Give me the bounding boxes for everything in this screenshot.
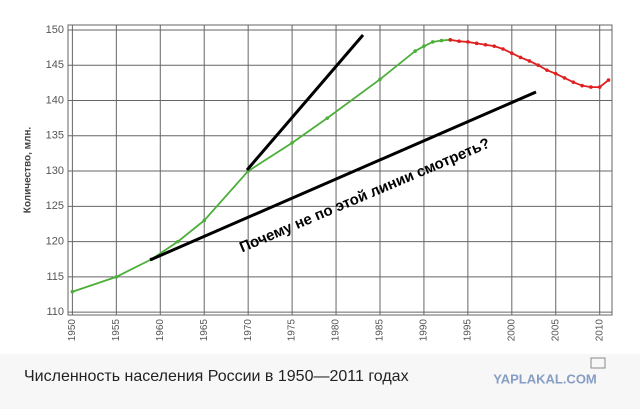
point [501,47,505,51]
x-tick-label: 2000 [506,319,517,342]
x-tick-label: 1975 [287,319,298,342]
y-tick-label: 110 [46,306,64,318]
point [580,83,584,88]
point [597,85,602,89]
x-tick-label: 1995 [463,319,474,342]
point [510,51,514,56]
plot-area [67,24,613,316]
point [553,71,558,76]
point [589,85,593,89]
y-tick-label: 115 [46,271,64,283]
point [378,77,382,82]
enlarge-icon[interactable] [590,357,606,369]
point [422,44,426,48]
point [571,80,576,84]
y-tick-label: 120 [46,236,64,248]
x-tick-label: 1985 [375,319,386,342]
caption-box [0,354,640,409]
point [536,63,540,68]
x-tick-label: 1960 [155,319,166,342]
point [466,40,470,44]
x-tick-label: 1990 [419,319,430,342]
point [527,59,532,63]
point [114,275,119,279]
x-tick-label: 1955 [111,319,122,342]
x-tick-label: 1965 [199,319,210,342]
point [606,78,611,82]
point [439,38,444,43]
annotation-line [245,34,365,171]
y-axis-label: Количество, млн. [23,127,34,214]
point [325,116,330,120]
point [176,239,180,244]
point [562,76,567,80]
x-tick-label: 1970 [243,319,254,342]
y-tick-label: 150 [46,24,64,36]
point [448,38,453,42]
x-tick-label: 1980 [331,319,342,342]
point [474,41,479,46]
x-tick-label: 2010 [594,319,605,342]
caption: Численность населения России в 1950—2011… [24,368,409,385]
point [518,55,523,60]
point [430,40,435,44]
watermark: YAPLAKAL.COM [493,371,597,386]
x-tick-label: 2005 [550,319,561,342]
point [290,141,294,145]
point [545,68,549,72]
y-tick-label: 130 [46,165,64,177]
x-tick-label: 1950 [67,319,78,342]
point [70,289,75,294]
point [457,39,461,44]
y-tick-label: 140 [46,94,64,106]
point [483,42,488,47]
y-tick-label: 125 [46,200,64,212]
point [202,218,207,223]
annotation-line [149,90,537,262]
point [492,44,497,48]
point [413,49,417,53]
y-tick-label: 135 [46,130,64,142]
y-tick-label: 145 [46,59,64,71]
